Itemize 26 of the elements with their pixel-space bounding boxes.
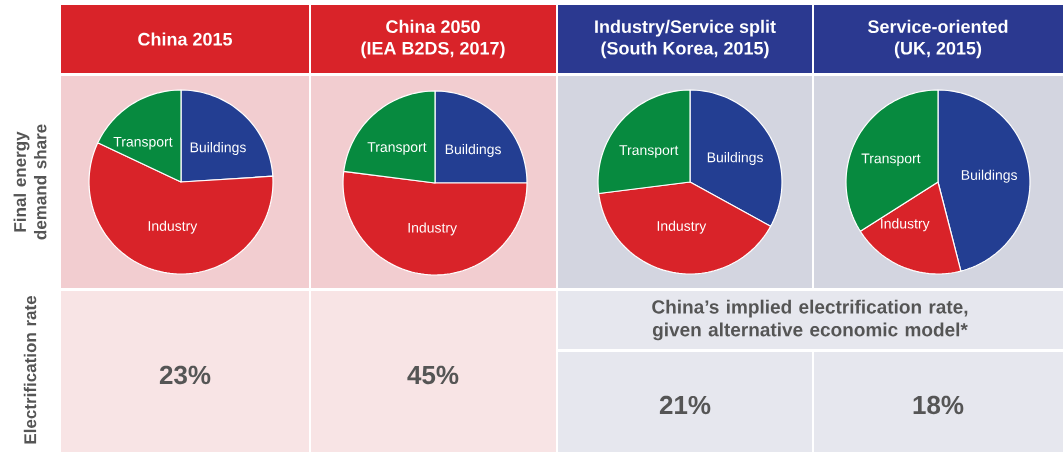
chart-title: Service-oriented: [868, 19, 1008, 34]
slice-label: Buildings: [190, 141, 246, 156]
chart-subtitle: (South Korea, 2015): [601, 41, 769, 59]
slice-label: Buildings: [445, 143, 501, 157]
slice-label: Transport: [367, 142, 427, 155]
text: China’s implied electrification rate, given alternative economic model*: [652, 299, 968, 341]
slice-label: Buildings: [961, 169, 1018, 183]
chart-title: China 2015: [138, 32, 233, 46]
slice-label: Industry: [148, 220, 198, 234]
slice-label: Industry: [408, 222, 458, 236]
slice-label: Transport: [861, 153, 921, 167]
chart-subtitle: (UK, 2015): [894, 41, 982, 59]
text: 18%: [913, 395, 964, 415]
chart-subtitle: (IEA B2DS, 2017): [361, 41, 505, 59]
slice-label: Industry: [881, 218, 930, 232]
text: 23%: [159, 365, 211, 385]
text: Final energy demand share: [13, 124, 47, 240]
slice-label: Industry: [657, 220, 707, 234]
slice-label: Transport: [619, 145, 679, 158]
slice-label: Buildings: [707, 152, 763, 166]
text: 21%: [659, 395, 711, 415]
chart-title: Industry/Service split: [595, 19, 776, 37]
text: 45%: [407, 365, 459, 385]
chart-title: China 2050: [386, 19, 480, 34]
text: Electrification rate: [23, 295, 37, 444]
slice-label: Transport: [113, 136, 173, 150]
